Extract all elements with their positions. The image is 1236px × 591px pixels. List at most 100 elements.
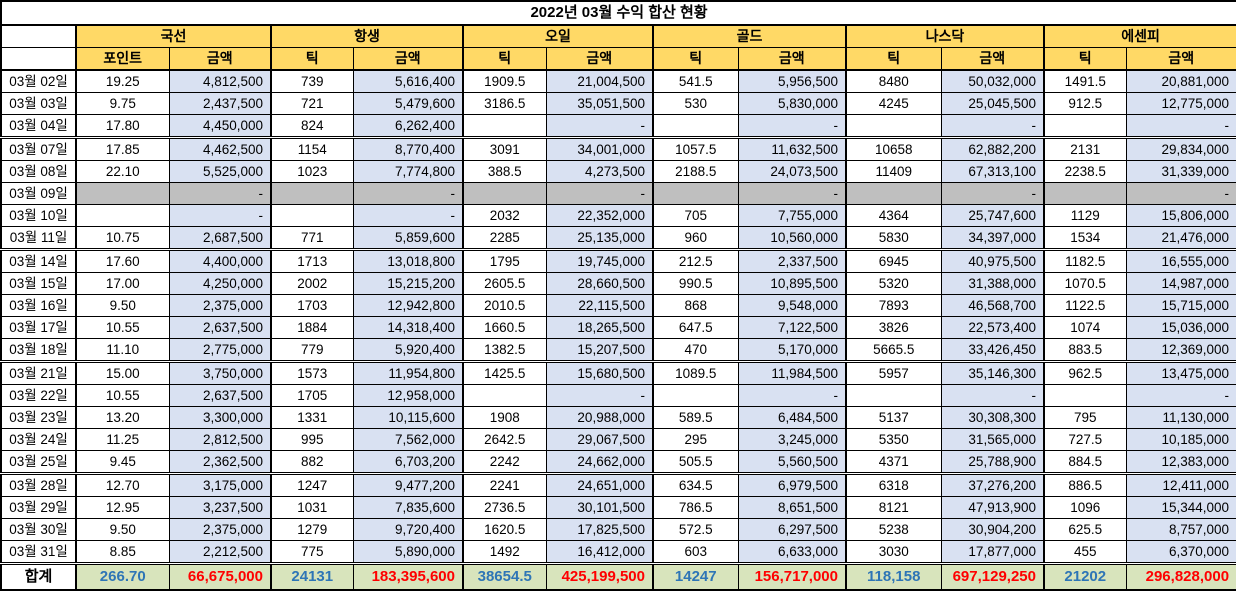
cell-date[interactable]: 03월 24일 [0, 428, 77, 451]
cell-tick[interactable]: 11.25 [75, 428, 170, 451]
cell-amount[interactable]: 3,300,000 [168, 406, 272, 429]
cell-amount[interactable]: 6,370,000 [1125, 540, 1236, 564]
cell-amount[interactable]: 2,375,000 [168, 294, 272, 317]
cell-tick[interactable]: 1182.5 [1043, 248, 1127, 273]
sub-header[interactable]: 틱 [1043, 47, 1127, 71]
cell-tick[interactable]: 1705 [270, 384, 354, 407]
cell-amount[interactable]: 24,662,000 [545, 450, 654, 474]
cell-date[interactable]: 03월 18일 [0, 338, 77, 362]
cell-amount[interactable]: 5,560,500 [737, 450, 847, 474]
cell-amount[interactable]: 2,212,500 [168, 540, 272, 564]
cell-tick[interactable]: 5320 [845, 272, 942, 295]
cell-amount[interactable]: 21,004,500 [545, 69, 654, 93]
cell-amount[interactable]: 5,525,000 [168, 160, 272, 183]
total-tick[interactable]: 38654.5 [462, 562, 547, 591]
cell-amount[interactable]: - [352, 182, 464, 205]
cell-amount[interactable]: 30,308,300 [940, 406, 1045, 429]
cell-amount[interactable]: 11,954,800 [352, 360, 464, 385]
total-tick[interactable]: 21202 [1043, 562, 1127, 591]
cell-tick[interactable]: 962.5 [1043, 360, 1127, 385]
cell-tick[interactable]: 10.55 [75, 316, 170, 339]
cell-tick[interactable]: 2131 [1043, 136, 1127, 161]
cell-tick[interactable]: 1057.5 [652, 136, 739, 161]
cell-tick[interactable]: 5238 [845, 518, 942, 541]
cell-tick[interactable]: 13.20 [75, 406, 170, 429]
cell-tick[interactable]: 1713 [270, 248, 354, 273]
cell-tick[interactable] [845, 114, 942, 138]
cell-tick[interactable]: 9.50 [75, 518, 170, 541]
cell-tick[interactable]: 295 [652, 428, 739, 451]
cell-amount[interactable]: 33,426,450 [940, 338, 1045, 362]
cell-amount[interactable]: 5,890,000 [352, 540, 464, 564]
cell-amount[interactable]: - [545, 384, 654, 407]
cell-amount[interactable]: - [940, 182, 1045, 205]
cell-tick[interactable]: 8480 [845, 69, 942, 93]
cell-tick[interactable]: 1089.5 [652, 360, 739, 385]
cell-tick[interactable] [75, 182, 170, 205]
cell-amount[interactable]: 7,835,600 [352, 496, 464, 519]
cell-tick[interactable]: 883.5 [1043, 338, 1127, 362]
cell-tick[interactable]: 1660.5 [462, 316, 547, 339]
cell-tick[interactable]: 9.50 [75, 294, 170, 317]
cell-amount[interactable]: - [545, 182, 654, 205]
cell-amount[interactable]: 22,573,400 [940, 316, 1045, 339]
cell-date[interactable]: 03월 10일 [0, 204, 77, 227]
cell-tick[interactable] [270, 182, 354, 205]
corner-cell[interactable] [0, 47, 77, 71]
cell-tick[interactable] [462, 384, 547, 407]
cell-amount[interactable]: 25,045,500 [940, 92, 1045, 115]
cell-tick[interactable]: 388.5 [462, 160, 547, 183]
cell-amount[interactable]: 10,560,000 [737, 226, 847, 250]
sub-header[interactable]: 틱 [845, 47, 942, 71]
cell-tick[interactable] [75, 204, 170, 227]
cell-tick[interactable]: 10658 [845, 136, 942, 161]
cell-amount[interactable]: 5,830,000 [737, 92, 847, 115]
cell-tick[interactable]: 727.5 [1043, 428, 1127, 451]
cell-amount[interactable]: 20,881,000 [1125, 69, 1236, 93]
sub-header[interactable]: 포인트 [75, 47, 170, 71]
cell-tick[interactable]: 4364 [845, 204, 942, 227]
cell-date[interactable]: 03월 03일 [0, 92, 77, 115]
cell-tick[interactable]: 1425.5 [462, 360, 547, 385]
sub-header[interactable]: 틱 [652, 47, 739, 71]
cell-amount[interactable]: 6,297,500 [737, 518, 847, 541]
cell-amount[interactable]: 46,568,700 [940, 294, 1045, 317]
cell-tick[interactable]: 3186.5 [462, 92, 547, 115]
cell-tick[interactable]: 530 [652, 92, 739, 115]
total-amount[interactable]: 697,129,250 [940, 562, 1045, 591]
cell-tick[interactable]: 2010.5 [462, 294, 547, 317]
sub-header[interactable]: 금액 [168, 47, 272, 71]
cell-amount[interactable]: 18,265,500 [545, 316, 654, 339]
cell-tick[interactable]: 1154 [270, 136, 354, 161]
cell-amount[interactable]: 15,036,000 [1125, 316, 1236, 339]
cell-date[interactable]: 03월 02일 [0, 69, 77, 93]
cell-tick[interactable]: 1909.5 [462, 69, 547, 93]
cell-tick[interactable]: 505.5 [652, 450, 739, 474]
cell-tick[interactable]: 12.70 [75, 472, 170, 497]
group-header[interactable]: 나스닥 [845, 24, 1045, 48]
sub-header[interactable]: 금액 [940, 47, 1045, 71]
cell-amount[interactable]: 7,122,500 [737, 316, 847, 339]
cell-amount[interactable]: 4,450,000 [168, 114, 272, 138]
cell-amount[interactable]: 16,412,000 [545, 540, 654, 564]
cell-amount[interactable]: 4,250,000 [168, 272, 272, 295]
group-header[interactable]: 에센피 [1042, 24, 1236, 48]
cell-amount[interactable]: 17,877,000 [940, 540, 1045, 564]
cell-amount[interactable]: 5,920,400 [352, 338, 464, 362]
cell-amount[interactable]: 31,565,000 [940, 428, 1045, 451]
cell-date[interactable]: 03월 08일 [0, 160, 77, 183]
cell-tick[interactable]: 2642.5 [462, 428, 547, 451]
cell-amount[interactable]: 21,476,000 [1125, 226, 1236, 250]
cell-amount[interactable]: 11,130,000 [1125, 406, 1236, 429]
cell-tick[interactable] [1043, 182, 1127, 205]
cell-amount[interactable]: 12,411,000 [1125, 472, 1236, 497]
cell-amount[interactable]: 6,979,500 [737, 472, 847, 497]
cell-tick[interactable]: 3091 [462, 136, 547, 161]
cell-tick[interactable]: 572.5 [652, 518, 739, 541]
cell-tick[interactable]: 1620.5 [462, 518, 547, 541]
cell-tick[interactable]: 19.25 [75, 69, 170, 93]
cell-tick[interactable]: 1884 [270, 316, 354, 339]
cell-amount[interactable]: 2,687,500 [168, 226, 272, 250]
cell-tick[interactable]: 1703 [270, 294, 354, 317]
cell-amount[interactable]: 30,101,500 [545, 496, 654, 519]
